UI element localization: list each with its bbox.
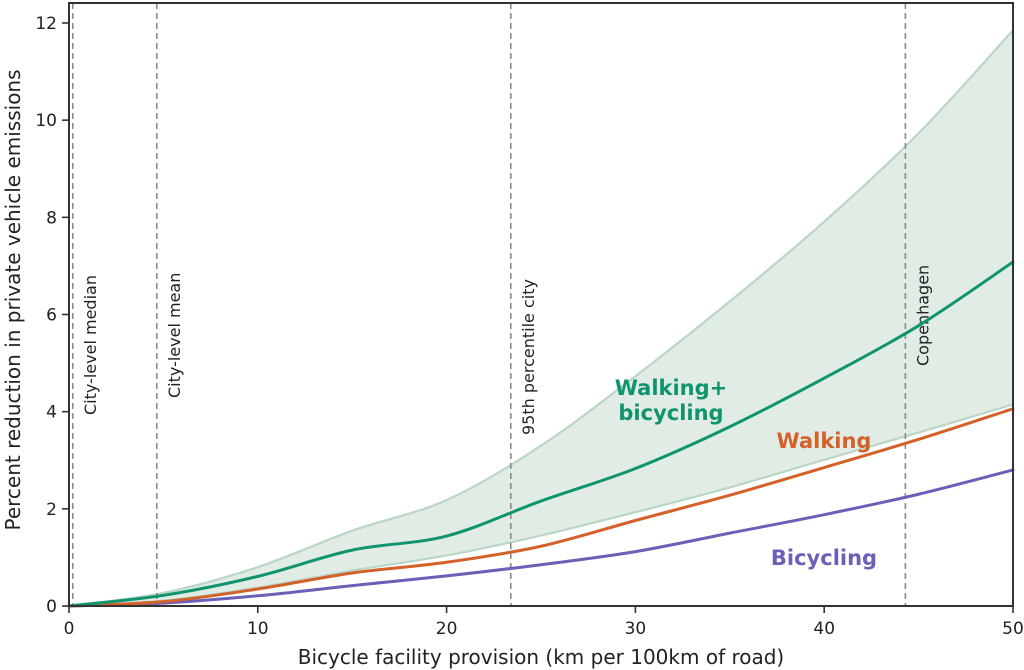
- reference-line-label: 95th percentile city: [519, 279, 538, 435]
- reference-line-label: Copenhagen: [913, 265, 932, 366]
- x-tick-label: 50: [1002, 619, 1024, 639]
- axes: 0 10 20 30 40 50 0 2 4 6 8 10 12: [35, 2, 1024, 639]
- y-tick-label: 6: [46, 306, 57, 326]
- y-tick-label: 8: [46, 208, 57, 228]
- reference-line-label: City-level median: [81, 275, 100, 415]
- reference-line-label: City-level mean: [165, 273, 184, 398]
- y-tick-label: 2: [46, 500, 57, 520]
- series-label: Bicycling: [771, 546, 877, 570]
- series-layer: [67, 260, 1015, 608]
- series-label: Walking+: [615, 376, 728, 400]
- x-axis-title: Bicycle facility provision (km per 100km…: [298, 645, 784, 669]
- series-label: Walking: [777, 429, 872, 453]
- series-labels: Walking+bicycling Walking Bicycling: [615, 376, 877, 570]
- x-tick-label: 0: [64, 619, 75, 639]
- y-axis-title: Percent reduction in private vehicle emi…: [1, 69, 25, 530]
- series-line: [67, 468, 1015, 608]
- plot-frame: [68, 2, 1014, 607]
- x-tick-label: 40: [813, 619, 835, 639]
- y-tick-label: 12: [35, 14, 57, 34]
- y-tick-label: 4: [46, 403, 57, 423]
- x-tick-label: 30: [625, 619, 647, 639]
- reference-lines: City-level median City-level mean 95th per…: [71, 3, 932, 606]
- series-line: [67, 260, 1015, 608]
- series-label: bicycling: [618, 401, 723, 425]
- y-tick-label: 0: [46, 597, 57, 617]
- series-line: [67, 407, 1015, 608]
- band-upper-edge: [68, 29, 1014, 608]
- y-tick-label: 10: [35, 111, 57, 131]
- x-tick-label: 20: [436, 619, 458, 639]
- x-tick-label: 10: [247, 619, 269, 639]
- band-layer: [68, 29, 1014, 608]
- uncertainty-band: [69, 30, 1013, 607]
